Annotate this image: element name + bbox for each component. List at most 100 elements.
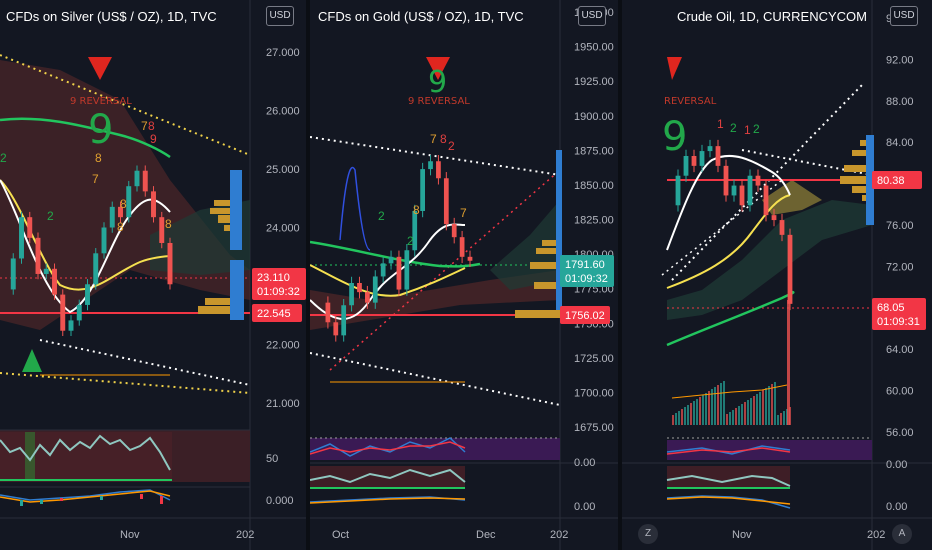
oil-volume-bar: [783, 411, 785, 425]
oil-volume-ma: [671, 384, 788, 399]
oil-volume-bar: [720, 383, 722, 425]
panel-separator: [618, 0, 622, 550]
gold-candle: [396, 256, 402, 290]
gold-y-tick-label: 1725.00: [574, 353, 614, 365]
oil-volume-bar: [717, 385, 719, 425]
silver-current-price: 23.110: [257, 272, 290, 284]
gold-chart-panel[interactable]: 9 9 REVERSAL 78 27 22 8 1975.001950.0019…: [310, 0, 618, 550]
oil-volume-bar: [687, 405, 689, 425]
oil-candles: [675, 139, 793, 311]
svg-text:7: 7: [460, 206, 467, 220]
oil-chart-panel[interactable]: 9 REVERSAL 12 12 9692.0088.0084.0080.007…: [622, 0, 932, 550]
oil-currency-button[interactable]: USD: [890, 6, 918, 26]
gold-oscillator-tick-label: 0.00: [574, 501, 595, 513]
svg-text:8: 8: [413, 203, 420, 217]
gold-x-tick-label: 202: [550, 529, 568, 541]
oil-stoch-k: [666, 445, 791, 455]
svg-text:2: 2: [448, 139, 455, 153]
silver-candle: [43, 268, 49, 274]
oil-y-tick-label: 84.00: [886, 137, 914, 149]
oil-candle: [763, 185, 769, 216]
gold-trendline-red: [329, 169, 561, 371]
gold-candle: [412, 210, 418, 251]
oil-x-tick-label: 202: [867, 529, 885, 541]
gold-candle: [443, 178, 449, 225]
silver-macd-histogram: [20, 494, 163, 506]
silver-candle: [126, 186, 132, 218]
silver-candle: [27, 217, 33, 238]
gold-x-tick-label: Oct: [332, 529, 349, 541]
gold-candle: [333, 322, 339, 336]
gold-oscillator-line: [310, 468, 466, 484]
oil-volume-bar: [741, 404, 743, 425]
gold-candle: [365, 292, 370, 303]
silver-candle: [109, 206, 115, 228]
oil-volume-bar: [708, 391, 710, 425]
svg-text:8: 8: [95, 151, 102, 165]
silver-oscillator-line: [0, 434, 171, 471]
silver-candle: [167, 242, 173, 285]
silver-candle: [85, 284, 90, 305]
silver-level-value: 22.545: [257, 308, 291, 320]
gold-y-tick-label: 1900.00: [574, 111, 614, 123]
gold-y-tick-label: 1875.00: [574, 145, 614, 157]
oil-ichimoku-cloud-yellow: [762, 180, 822, 215]
gold-ma-green: [310, 240, 481, 268]
silver-currency-button[interactable]: USD: [266, 6, 294, 26]
silver-candle: [118, 206, 123, 218]
oil-volume-bar: [681, 409, 683, 425]
silver-big-nine: 9: [88, 107, 113, 153]
gold-trendline-bottom: [310, 352, 561, 406]
oil-volume-bar: [696, 399, 698, 425]
oil-volume-bars: [672, 300, 791, 425]
silver-candle: [19, 217, 24, 259]
gold-trendline-top: [310, 136, 561, 176]
silver-candle: [68, 320, 74, 331]
oil-volume-bar: [690, 403, 692, 425]
gold-candle: [467, 256, 473, 261]
gold-y-tick-label: 1850.00: [574, 180, 614, 192]
silver-x-tick-label: Nov: [120, 529, 140, 541]
silver-y-tick-label: 21.000: [266, 398, 300, 410]
silver-candle: [76, 304, 82, 321]
oil-big-nine: 9: [662, 114, 687, 160]
oil-level-label-box: [872, 171, 922, 189]
gold-stoch-d: [310, 441, 466, 455]
oil-volume-bar: [780, 413, 782, 425]
silver-reversal-label: 9 REVERSAL: [70, 96, 132, 107]
oil-volume-bar: [675, 413, 677, 425]
oil-volume-bar: [750, 398, 752, 425]
oil-y-tick-label: 72.00: [886, 261, 914, 273]
oil-ichimoku-cloud: [667, 200, 872, 320]
oil-volume-bar: [768, 386, 770, 425]
svg-text:2: 2: [47, 209, 54, 223]
gold-y-tick-label: 1825.00: [574, 215, 614, 227]
silver-candle: [159, 217, 165, 243]
silver-x-tick-label: 202: [236, 529, 254, 541]
oil-volume-bar: [711, 389, 713, 425]
auto-scale-button[interactable]: A: [892, 524, 912, 544]
oil-candle: [771, 215, 777, 221]
silver-level-label-box: [252, 304, 302, 322]
gold-candle: [388, 256, 394, 264]
oil-candle: [691, 156, 697, 166]
svg-text:8: 8: [440, 132, 447, 146]
oil-chart-svg: 9 REVERSAL 12 12 9692.0088.0084.0080.007…: [622, 0, 932, 550]
gold-currency-button[interactable]: USD: [578, 6, 606, 26]
silver-candle: [101, 227, 107, 254]
gold-level-label-box: [560, 306, 610, 324]
silver-oscillator-tick-label: 0.000: [266, 495, 294, 507]
oil-volume-bar: [732, 410, 734, 425]
oil-volume-bar: [702, 395, 704, 425]
gold-triangle-down: [426, 57, 450, 80]
oil-volume-bar: [759, 392, 761, 425]
zoom-toggle-button[interactable]: Z: [638, 524, 658, 544]
oil-volume-bar: [762, 390, 764, 425]
oil-stoch-d: [666, 447, 791, 455]
oil-candle: [739, 185, 745, 206]
oil-candle: [683, 156, 689, 176]
svg-text:2: 2: [407, 234, 414, 248]
oil-volume-bar: [777, 415, 779, 425]
oil-y-tick-label: 92.00: [886, 54, 914, 66]
